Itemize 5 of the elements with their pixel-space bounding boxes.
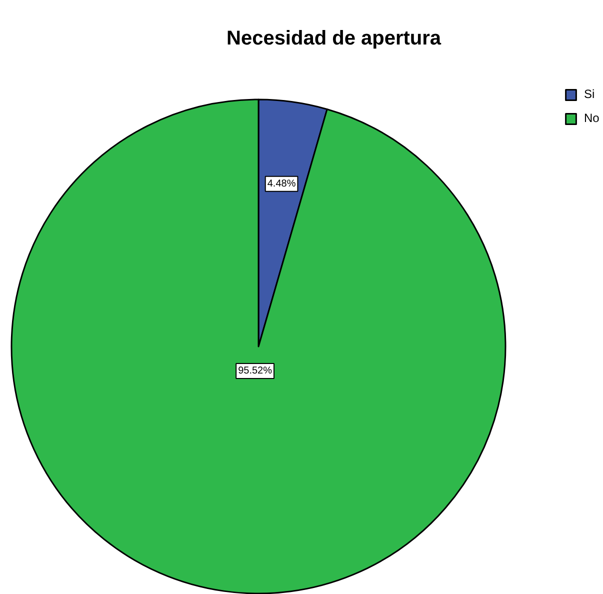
legend-label: No bbox=[584, 111, 600, 125]
legend-label: Si bbox=[584, 87, 595, 101]
chart-title: Necesidad de apertura bbox=[226, 28, 442, 50]
data-label: 95.52% bbox=[238, 365, 272, 376]
data-label: 4.48% bbox=[267, 178, 296, 190]
